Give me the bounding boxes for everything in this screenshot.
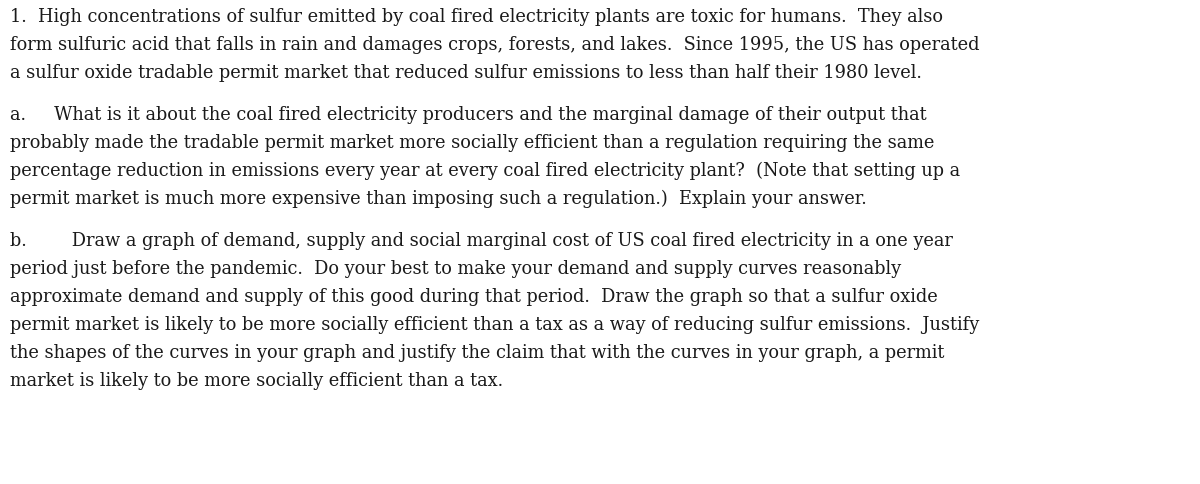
- Text: form sulfuric acid that falls in rain and damages crops, forests, and lakes.  Si: form sulfuric acid that falls in rain an…: [10, 36, 979, 54]
- Text: probably made the tradable permit market more socially efficient than a regulati: probably made the tradable permit market…: [10, 134, 935, 152]
- Text: period just before the pandemic.  Do your best to make your demand and supply cu: period just before the pandemic. Do your…: [10, 260, 901, 278]
- Text: permit market is likely to be more socially efficient than a tax as a way of red: permit market is likely to be more socia…: [10, 316, 979, 334]
- Text: approximate demand and supply of this good during that period.  Draw the graph s: approximate demand and supply of this go…: [10, 288, 937, 306]
- Text: percentage reduction in emissions every year at every coal fired electricity pla: percentage reduction in emissions every …: [10, 162, 960, 180]
- Text: permit market is much more expensive than imposing such a regulation.)  Explain : permit market is much more expensive tha…: [10, 190, 866, 208]
- Text: 1.  High concentrations of sulfur emitted by coal fired electricity plants are t: 1. High concentrations of sulfur emitted…: [10, 8, 943, 26]
- Text: a sulfur oxide tradable permit market that reduced sulfur emissions to less than: a sulfur oxide tradable permit market th…: [10, 64, 922, 82]
- Text: b.        Draw a graph of demand, supply and social marginal cost of US coal fir: b. Draw a graph of demand, supply and so…: [10, 232, 953, 250]
- Text: market is likely to be more socially efficient than a tax.: market is likely to be more socially eff…: [10, 372, 503, 390]
- Text: the shapes of the curves in your graph and justify the claim that with the curve: the shapes of the curves in your graph a…: [10, 344, 944, 362]
- Text: a.     What is it about the coal fired electricity producers and the marginal da: a. What is it about the coal fired elect…: [10, 106, 926, 124]
